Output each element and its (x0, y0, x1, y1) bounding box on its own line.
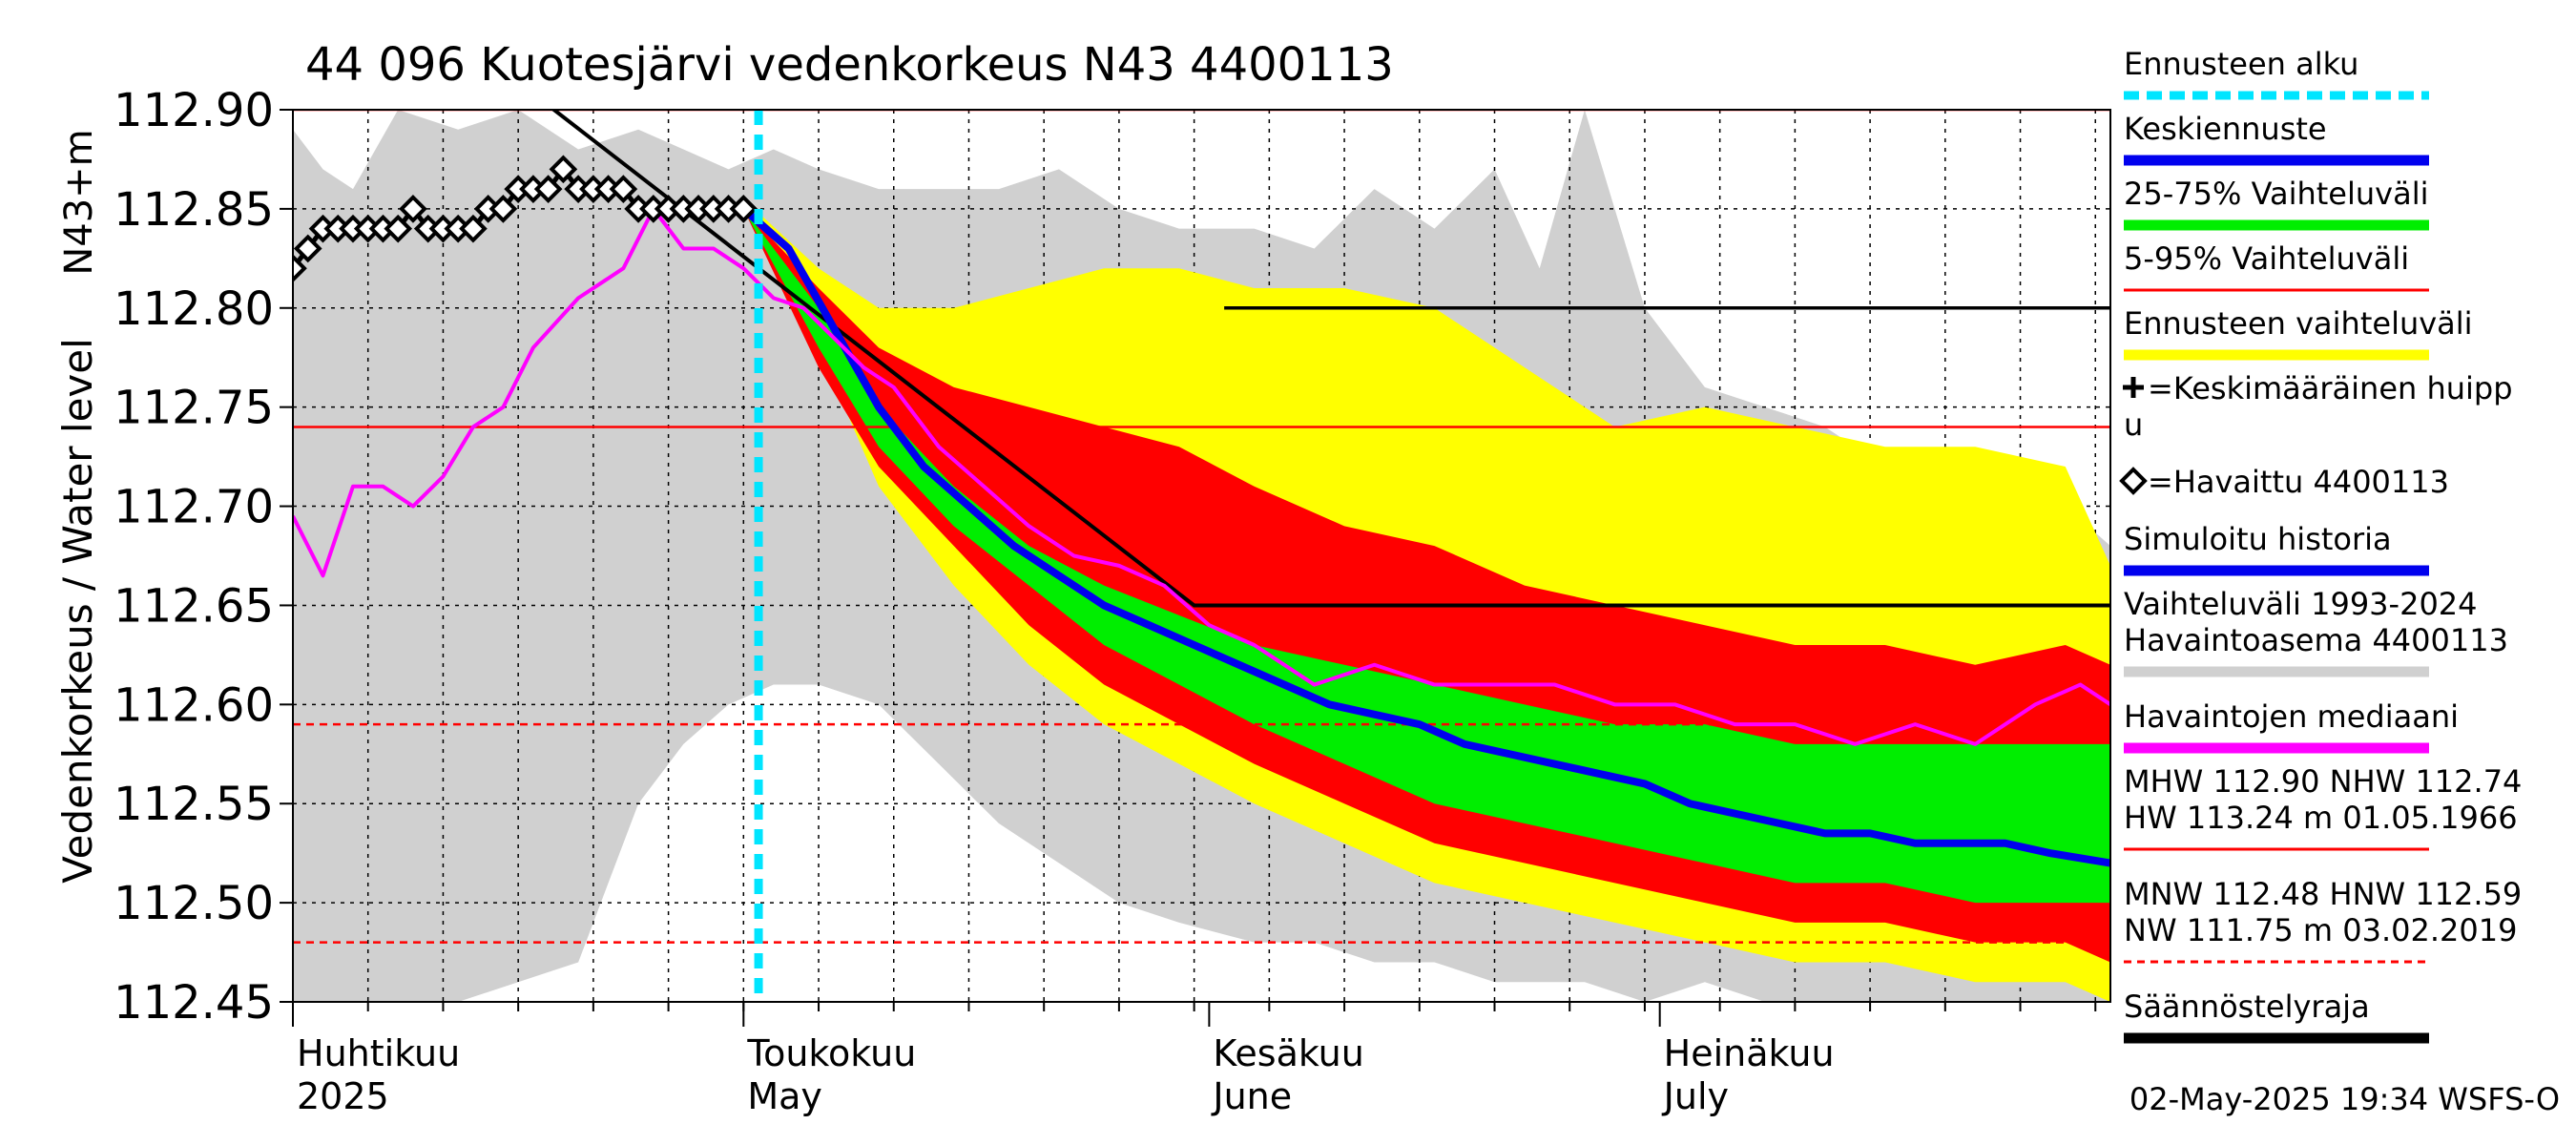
x-month-sublabel: July (1662, 1075, 1729, 1117)
observed-point (609, 175, 638, 203)
legend-label: Keskiennuste (2124, 111, 2327, 147)
series-keskiennuste (740, 205, 2110, 867)
legend-label: Säännöstelyraja (2124, 989, 2370, 1025)
x-month-label: Huhtikuu (297, 1032, 460, 1074)
x-month-label: Kesäkuu (1213, 1032, 1364, 1074)
axes: 112.90 112.85 112.80 112.75 112.70 112.65 112.… (114, 84, 2111, 1117)
legend-label: Simuloitu historia (2124, 521, 2392, 557)
legend-label-line2: u (2124, 406, 2143, 443)
y-tick-label: 112.80 (114, 282, 274, 336)
legend-label: 5-95% Vaihteluväli (2124, 240, 2409, 277)
legend-diamond-symbol (2119, 467, 2148, 495)
y-tick-label: 112.65 (114, 579, 274, 633)
observed-point (533, 175, 563, 203)
y-tick-label: 112.75 (114, 382, 274, 435)
y-tick-label: 112.70 (114, 481, 274, 534)
y-axis-label: Vedenkorkeus / Water level (54, 338, 101, 884)
legend-label-line2: Havaintoasema 4400113 (2124, 622, 2508, 658)
plot-area (293, 110, 2110, 1002)
series-havaintojen-mediaani (293, 206, 2110, 746)
legend-label: MNW 112.48 HNW 112.59 (2124, 876, 2522, 912)
legend-label-line2: NW 111.75 m 03.02.2019 (2124, 912, 2517, 948)
legend-label: =Keskimääräinen huipp (2148, 370, 2513, 406)
legend-label: Vaihteluväli 1993-2024 (2124, 586, 2478, 622)
timestamp-footer: 02-May-2025 19:34 WSFS-O (2129, 1081, 2560, 1117)
observed-point (293, 254, 307, 283)
legend-label: MHW 112.90 NHW 112.74 (2124, 763, 2522, 800)
observed-point (459, 214, 488, 243)
x-month-sublabel: 2025 (297, 1075, 389, 1117)
x-month-label: Toukokuu (746, 1032, 916, 1074)
observed-point (399, 195, 427, 223)
x-month-sublabel: June (1211, 1075, 1292, 1117)
legend-label: =Havaittu 4400113 (2148, 464, 2449, 500)
y-unit-label: N43+m (57, 129, 101, 275)
y-tick-label: 112.45 (114, 976, 274, 1030)
plot-frame (292, 109, 2111, 1003)
observed-point (729, 195, 758, 223)
range-25-75-band (743, 208, 2110, 904)
observed-point (549, 155, 578, 184)
legend-label: 25-75% Vaihteluväli (2124, 176, 2428, 212)
y-tick-label: 112.60 (114, 678, 274, 732)
legend-label: Havaintojen mediaani (2124, 698, 2459, 735)
y-tick-label: 112.90 (114, 84, 274, 137)
legend-label-line2: HW 113.24 m 01.05.1966 (2124, 800, 2518, 836)
legend-label: Ennusteen vaihteluväli (2124, 305, 2473, 342)
legend: Ennusteen alku Keskiennuste 25-75% Vaihtel… (2119, 46, 2522, 1044)
x-month-sublabel: May (747, 1075, 822, 1117)
y-tick-label: 112.50 (114, 877, 274, 930)
observed-point (384, 214, 413, 243)
y-tick-label: 112.85 (114, 183, 274, 237)
chart-title: 44 096 Kuotesjärvi vedenkorkeus N43 4400… (305, 38, 1394, 92)
observed-point (293, 234, 322, 263)
x-month-label: Heinäkuu (1664, 1032, 1835, 1074)
observed-point (488, 195, 518, 223)
legend-label: Ennusteen alku (2124, 46, 2358, 82)
y-tick-label: 112.55 (114, 778, 274, 831)
